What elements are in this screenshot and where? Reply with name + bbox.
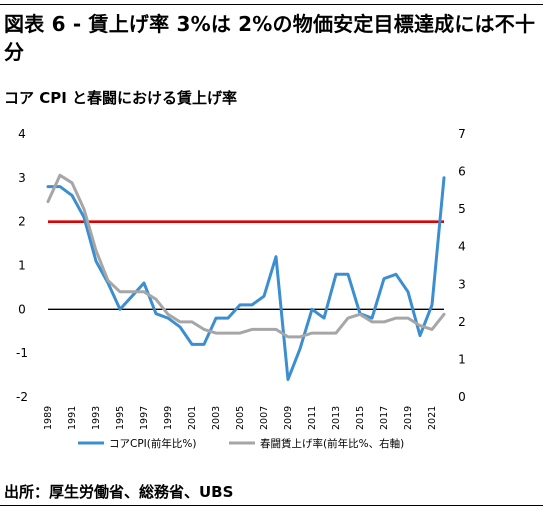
x-tick-label: 2019	[403, 406, 414, 430]
top-rule	[0, 4, 543, 5]
y-right-tick-label: 3	[458, 277, 466, 291]
y-right-tick-label: 6	[458, 165, 466, 179]
x-tick-label: 2009	[283, 406, 294, 430]
y-right-tick-label: 2	[458, 315, 466, 329]
y-left-tick-label: 3	[18, 171, 26, 185]
chart-title: 図表 6 - 賃上げ率 3%は 2%の物価安定目標達成には不十分	[4, 12, 536, 64]
reference-lines	[48, 220, 444, 310]
x-tick-label: 1995	[115, 406, 126, 430]
y-left-tick-label: -2	[16, 390, 28, 404]
x-tick-label: 2021	[427, 406, 438, 430]
y-axis-right: 0 1 2 3 4 5 6 7	[458, 127, 466, 404]
x-tick-label: 2011	[307, 406, 318, 430]
x-tick-label: 2005	[235, 406, 246, 430]
y-left-tick-label: 0	[18, 302, 26, 316]
x-tick-label: 2015	[355, 406, 366, 430]
y-right-tick-label: 0	[458, 390, 466, 404]
y-right-tick-label: 7	[458, 127, 466, 141]
y-left-tick-label: -1	[16, 346, 28, 360]
y-left-tick-label: 1	[18, 259, 26, 273]
x-tick-label: 2007	[259, 406, 270, 430]
y-right-tick-label: 5	[458, 202, 466, 216]
series-line-core-cpi	[46, 176, 446, 381]
y-left-tick-label: 4	[18, 127, 26, 141]
chart-subtitle: コア CPI と春闘における賃上げ率	[4, 89, 238, 107]
x-tick-label: 1999	[163, 406, 174, 430]
x-tick-label: 1989	[43, 406, 54, 430]
source-note: 出所：厚生労働省、総務省、UBS	[4, 483, 234, 501]
legend-label-wage: 春闘賃上げ率(前年比%、右軸)	[260, 437, 404, 450]
y-left-tick-label: 2	[18, 215, 26, 229]
x-axis: 1989 1991 1993 1995 1997 1999 2001 2003 2005 2007…	[43, 406, 438, 430]
y-right-tick-label: 4	[458, 240, 466, 254]
legend: コアCPI(前年比%) 春闘賃上げ率(前年比%、右軸)	[78, 437, 404, 450]
x-tick-label: 2003	[211, 406, 222, 430]
x-tick-label: 2001	[187, 406, 198, 430]
x-tick-label: 1997	[139, 406, 150, 430]
series-line-wage-growth	[46, 173, 446, 339]
x-tick-label: 1993	[91, 406, 102, 430]
bottom-rule	[0, 505, 543, 506]
y-right-tick-label: 1	[458, 352, 466, 366]
x-tick-label: 2013	[331, 406, 342, 430]
series-lines	[46, 173, 446, 381]
legend-label-cpi: コアCPI(前年比%)	[109, 437, 196, 450]
x-tick-label: 2017	[379, 406, 390, 430]
x-tick-label: 1991	[67, 406, 78, 430]
y-axis-left: -2 -1 0 1 2 3 4	[16, 127, 28, 404]
